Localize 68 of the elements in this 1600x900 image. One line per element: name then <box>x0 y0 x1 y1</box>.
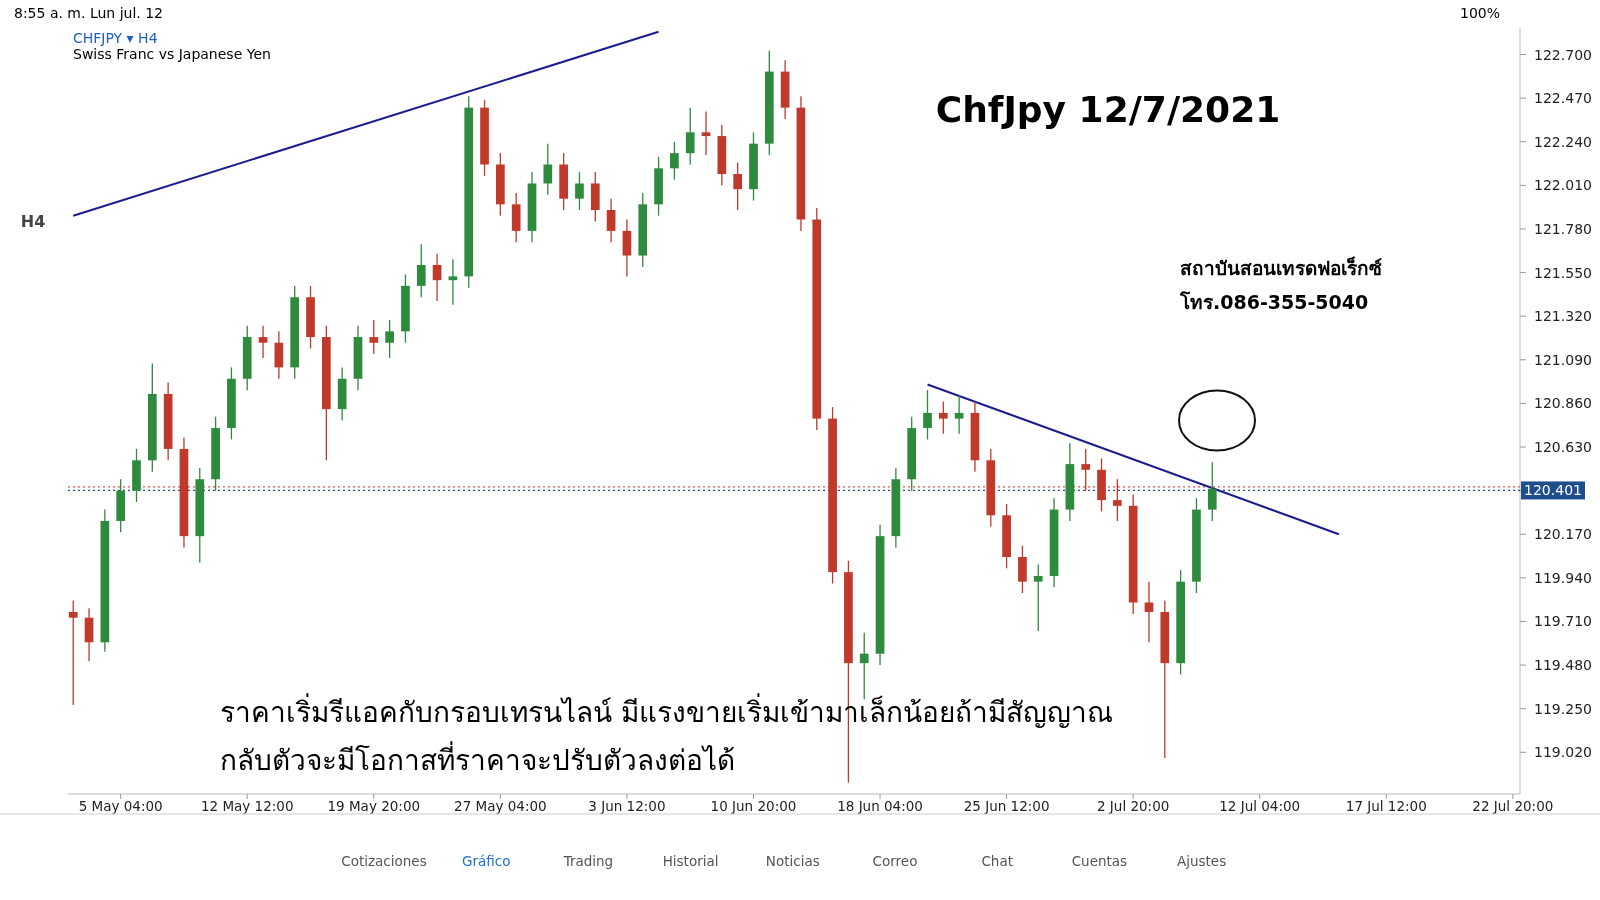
y-tick-label: 119.250 <box>1534 700 1592 717</box>
text: Ajustes <box>1176 853 1227 869</box>
ref-line-label: 120.401 <box>1524 482 1582 499</box>
y-tick-label: 122.240 <box>1534 133 1592 150</box>
candlestick <box>1033 563 1043 632</box>
y-tick-label: 120.170 <box>1534 526 1592 543</box>
y-tick-label: 122.010 <box>1534 177 1592 194</box>
y-tick-label: 119.480 <box>1534 657 1592 674</box>
x-tick-label: 17 Jul 12:00 <box>1345 798 1427 814</box>
text: Correo <box>872 853 918 869</box>
x-tick-label: 2 Jul 20:00 <box>1096 798 1170 814</box>
x-tick-label: 18 Jun 04:00 <box>837 798 923 814</box>
candlestick <box>923 389 932 441</box>
y-tick-label: 121.090 <box>1534 351 1592 368</box>
y-tick-label: 121.320 <box>1534 308 1592 325</box>
annotation: CHFJPY ▾ H4 <box>73 30 158 46</box>
candlestick <box>416 243 426 298</box>
x-tick-label: 25 Jun 12:00 <box>963 798 1050 814</box>
candlestick <box>258 325 268 359</box>
candlestick <box>68 599 78 706</box>
y-tick-label: 121.550 <box>1534 264 1592 281</box>
y-tick-label: 121.780 <box>1534 220 1592 237</box>
text: Gráfico <box>461 853 511 869</box>
x-tick-label: 19 May 20:00 <box>327 798 421 814</box>
x-tick-label: 12 May 12:00 <box>200 798 294 814</box>
candlestick <box>543 143 553 196</box>
y-tick-label: 122.470 <box>1534 90 1592 107</box>
candlestick <box>1113 478 1122 522</box>
candlestick <box>432 252 442 302</box>
text: Noticias <box>765 853 820 869</box>
x-tick-label: 22 Jul 20:00 <box>1472 798 1554 814</box>
y-tick-label: 119.940 <box>1534 569 1592 586</box>
annotation: โทร.086-355-5040 <box>1179 291 1369 313</box>
candlestick <box>954 395 964 435</box>
y-tick-label: 119.020 <box>1534 744 1592 761</box>
text: Cotizaciones <box>341 853 427 869</box>
text: H4 <box>20 212 46 231</box>
text: Cuentas <box>1071 853 1128 869</box>
text: Chat <box>981 853 1013 869</box>
text: Trading <box>562 853 614 869</box>
x-tick-label: 3 Jun 12:00 <box>588 798 666 814</box>
x-tick-label: 12 Jul 04:00 <box>1219 798 1301 814</box>
annotation: สถาบันสอนเทรดฟอเร็กซ์ <box>1180 256 1382 279</box>
candlestick <box>1081 448 1091 492</box>
text: 8:55 a. m. Lun jul. 12 <box>14 5 164 21</box>
y-tick-label: 122.700 <box>1534 46 1592 63</box>
candlestick <box>1207 461 1217 522</box>
candlestick <box>606 197 616 243</box>
candlestick <box>670 141 679 181</box>
x-tick-label: 27 May 04:00 <box>454 798 547 814</box>
annotation: กลับตัวจะมีโอกาสที่ราคาจะปรับตัวลงต่อได้ <box>220 741 735 777</box>
candlestick <box>369 319 379 355</box>
x-tick-label: 10 Jun 20:00 <box>710 798 797 814</box>
candlestick <box>575 171 584 211</box>
candlestick <box>685 106 695 166</box>
text: 100% <box>1459 5 1500 21</box>
y-tick-label: 120.630 <box>1534 439 1592 456</box>
y-tick-label: 120.860 <box>1534 395 1592 412</box>
annotation: Swiss Franc vs Japanese Yen <box>73 46 271 62</box>
y-tick-label: 119.710 <box>1534 613 1592 630</box>
text: ChfJpy 12/7/2021 <box>935 89 1281 130</box>
x-tick-label: 5 May 04:00 <box>78 798 163 814</box>
candlestick <box>701 110 711 156</box>
candlestick <box>385 319 394 359</box>
text: Historial <box>662 853 719 869</box>
candlestick <box>938 400 948 435</box>
candlestick <box>733 161 743 211</box>
candlestick <box>448 258 458 306</box>
